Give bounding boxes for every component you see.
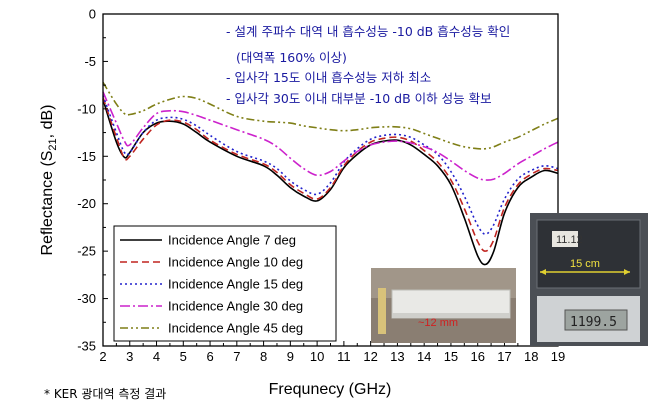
series-line-1: [102, 97, 559, 252]
y-tick-label: -30: [77, 291, 96, 306]
y-tick-label: -20: [77, 196, 96, 211]
annotation-line-2: (대역폭 160% 이상): [236, 50, 347, 65]
absorber-sample: [536, 219, 641, 289]
ruler: [378, 288, 386, 334]
y-axis-title: Reflectance (S21, dB): [39, 105, 59, 256]
legend-label-0: Incidence Angle 7 deg: [168, 233, 296, 248]
width-label: 15 cm: [570, 258, 600, 270]
y-tick-label: -35: [77, 339, 96, 354]
legend-label-1: Incidence Angle 10 deg: [168, 255, 303, 270]
footnote: * KER 광대역 측정 결과: [44, 387, 166, 401]
svg-text:11.12: 11.12: [556, 234, 583, 246]
legend-label-3: Incidence Angle 30 deg: [168, 299, 303, 314]
series-line-3: [102, 91, 559, 181]
series-layer: [102, 81, 559, 266]
x-tick-label: 12: [363, 349, 377, 364]
scale-display: [564, 309, 628, 331]
legend: Incidence Angle 7 deg Incidence Angle 10 …: [113, 225, 337, 342]
x-tick-label: 6: [206, 349, 213, 364]
x-tick-label: 13: [390, 349, 404, 364]
y-tick-label: -15: [77, 149, 96, 164]
y-tick-label: -10: [77, 101, 96, 116]
y-tick-label: -25: [77, 244, 96, 259]
x-tick-label: 8: [260, 349, 267, 364]
x-tick-label: 7: [233, 349, 240, 364]
annotation-line-3: - 입사각 15도 이내 흡수성능 저하 최소: [226, 70, 431, 85]
y-tick-label: 0: [89, 7, 96, 22]
x-tick-label: 18: [524, 349, 538, 364]
x-tick-label: 4: [153, 349, 160, 364]
x-tick-label: 10: [310, 349, 324, 364]
x-tick-label: 15: [444, 349, 458, 364]
tick-layer: 2 3 4 5 6 7 8 9 10 11 12 13 14 15 16 17 18 19 0 -5 -10 -15 -20…: [77, 7, 565, 365]
sample-card: [552, 231, 578, 247]
x-tick-label: 16: [470, 349, 484, 364]
x-tick-label: 14: [417, 349, 431, 364]
x-tick-label: 11: [337, 349, 351, 364]
legend-label-2: Incidence Angle 15 deg: [168, 277, 303, 292]
scale-reading: 1199.5: [570, 315, 617, 330]
annotation-block: - 설계 주파수 대역 내 흡수성능 -10 dB 흡수성능 확인 (대역폭 1…: [226, 24, 510, 106]
annotation-line-4: - 입사각 30도 이내 대부분 -10 dB 이하 성능 확보: [226, 91, 492, 106]
x-tick-label: 2: [99, 349, 106, 364]
x-tick-label: 3: [126, 349, 133, 364]
x-axis-title: Frequnecy (GHz): [269, 381, 392, 398]
x-tick-label: 9: [287, 349, 294, 364]
scale-photo: 11.12 15 cm 1199.5: [530, 213, 648, 346]
annotation-line-1: - 설계 주파수 대역 내 흡수성능 -10 dB 흡수성능 확인: [226, 24, 510, 39]
x-tick-label: 17: [497, 349, 511, 364]
sample-photo: ~12 mm: [371, 268, 516, 343]
legend-label-4: Incidence Angle 45 deg: [168, 321, 303, 336]
thickness-label: ~12 mm: [418, 317, 458, 329]
x-tick-label: 5: [180, 349, 187, 364]
series-line-2: [102, 95, 559, 235]
x-tick-label: 19: [551, 349, 565, 364]
y-tick-label: -5: [84, 54, 96, 69]
